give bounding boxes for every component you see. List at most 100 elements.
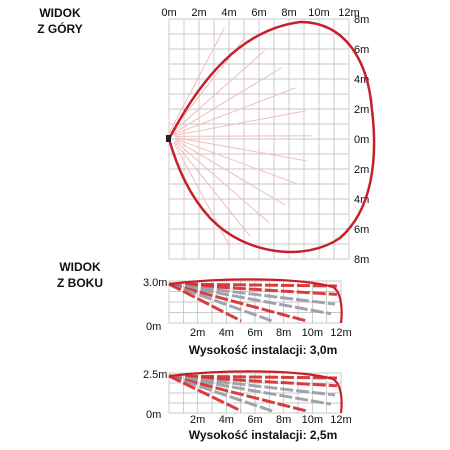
beam-edge	[174, 135, 312, 137]
top-view-x-ticks: 0m 2m 4m 6m 8m 10m 12m	[161, 7, 359, 19]
side-beam	[168, 374, 307, 413]
side-beam	[168, 282, 307, 323]
side-view-heading-1: WIDOK	[59, 260, 101, 274]
side-panel-2-x-ticks: 2m 4m 6m 8m 10m 12m	[190, 414, 352, 426]
side-panel-1-beams	[168, 282, 338, 323]
top-x-tick-label: 8m	[281, 7, 296, 19]
side-panel-1-caption: Wysokość instalacji: 3,0m	[189, 343, 338, 357]
top-y-tick-label: 2m	[354, 164, 369, 176]
side-x-tick-label: 2m	[190, 327, 205, 339]
beam-edge	[174, 140, 270, 223]
top-beam	[174, 137, 314, 168]
top-x-tick-label: 12m	[338, 7, 359, 19]
top-beam	[172, 64, 291, 138]
top-y-tick-label: 8m	[354, 14, 369, 26]
side-panel-2-beams	[168, 374, 338, 413]
side-panel-1-bottom-label: 0m	[146, 321, 161, 333]
beam-line	[172, 64, 291, 138]
side-panel-2-outline	[168, 370, 343, 414]
beam-line	[174, 110, 314, 141]
beam-line	[174, 137, 314, 168]
side-panel-1-top-label: 3.0m	[143, 277, 167, 289]
top-y-tick-label: 2m	[354, 104, 369, 116]
side-x-tick-label: 4m	[219, 414, 234, 426]
beam-line	[170, 142, 254, 246]
side-x-tick-label: 12m	[330, 327, 351, 339]
top-x-tick-label: 4m	[221, 7, 236, 19]
beam-line	[170, 32, 254, 136]
side-panel-2-caption: Wysokość instalacji: 2,5m	[189, 428, 338, 442]
side-view: WIDOK Z BOKU 3.0m 0m 2m 4m 6m 8m 10m 12m Wyso…	[57, 260, 352, 442]
side-beam	[168, 374, 242, 413]
side-panel-1-x-ticks: 2m 4m 6m 8m 10m 12m	[190, 327, 352, 339]
side-panel-2-bottom-label: 0m	[146, 409, 161, 421]
top-beam	[173, 86, 305, 139]
beam-line	[169, 143, 233, 256]
top-y-tick-label: 6m	[354, 224, 369, 236]
side-beam	[168, 282, 242, 323]
top-x-tick-label: 2m	[191, 7, 206, 19]
top-beam	[169, 142, 233, 256]
side-beam	[168, 374, 273, 413]
top-y-tick-label: 0m	[354, 134, 369, 146]
beam-edge	[175, 137, 307, 162]
side-x-tick-label: 10m	[302, 414, 323, 426]
beam-edge	[171, 50, 265, 134]
side-x-tick-label: 4m	[219, 327, 234, 339]
top-view-beams	[169, 22, 319, 256]
side-panel-1: 3.0m 0m 2m 4m 6m 8m 10m 12m Wysokość instalac…	[143, 277, 352, 357]
side-x-tick-label: 12m	[330, 414, 351, 426]
top-beam	[172, 140, 274, 232]
beam-line	[172, 140, 291, 214]
beam-edge	[169, 27, 225, 133]
top-view-heading-1: WIDOK	[39, 6, 81, 20]
beam-edge	[175, 139, 286, 206]
beam-edge	[175, 138, 298, 185]
side-beam	[168, 282, 338, 296]
top-y-tick-label: 8m	[354, 254, 369, 266]
top-x-tick-label: 10m	[308, 7, 329, 19]
top-beam	[173, 138, 305, 192]
side-x-tick-label: 6m	[247, 414, 262, 426]
beam-line	[172, 141, 274, 232]
sensor-marker	[166, 135, 171, 142]
top-view-grid	[168, 18, 350, 260]
beam-edge	[174, 110, 306, 136]
beam-edge	[173, 142, 231, 248]
top-view-heading-2: Z GÓRY	[37, 21, 83, 36]
top-view: WIDOK Z GÓRY 0m 2m 4m 6m 8m 10m 12m 8m 6m 4m 2m 0m…	[37, 6, 376, 266]
top-y-tick-label: 6m	[354, 44, 369, 56]
top-beam	[171, 46, 274, 137]
beam-line	[173, 139, 305, 192]
top-beam	[174, 110, 314, 141]
side-panel-1-outline	[168, 278, 343, 324]
top-beam	[170, 141, 254, 246]
side-beam	[168, 374, 336, 397]
beam-edge	[172, 67, 282, 135]
side-x-tick-label: 2m	[190, 414, 205, 426]
beam-line	[173, 86, 305, 139]
side-beam	[168, 374, 332, 406]
side-x-tick-label: 6m	[247, 327, 262, 339]
side-beam	[168, 374, 338, 388]
top-beam	[174, 135, 319, 142]
top-beam	[172, 139, 291, 214]
side-beam	[168, 282, 336, 306]
beam-edge	[173, 87, 296, 135]
side-x-tick-label: 8m	[276, 414, 291, 426]
side-x-tick-label: 10m	[302, 327, 323, 339]
beam-edge	[174, 141, 251, 238]
side-beam	[168, 282, 332, 316]
top-x-tick-label: 6m	[251, 7, 266, 19]
top-view-coverage-outline	[167, 20, 376, 254]
side-panel-2-top-label: 2.5m	[143, 369, 167, 381]
side-view-heading-2: Z BOKU	[57, 276, 103, 290]
side-panel-2: 2.5m 0m 2m 4m 6m 8m 10m 12m Wysokość instalac…	[143, 369, 352, 442]
beam-line	[172, 46, 274, 137]
side-x-tick-label: 8m	[276, 327, 291, 339]
top-x-tick-label: 0m	[161, 7, 176, 19]
side-beam	[168, 282, 273, 323]
